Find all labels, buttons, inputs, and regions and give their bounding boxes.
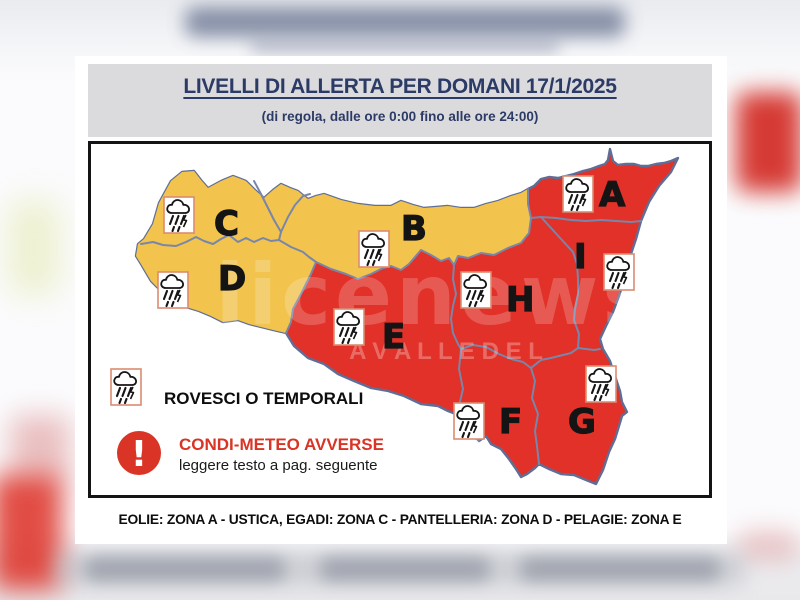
zone-label-a: A <box>599 175 626 215</box>
thunderstorm-icon-zone-c <box>163 196 195 234</box>
zone-label-f: F <box>499 402 522 442</box>
blur-left-yellow <box>8 200 60 295</box>
legend-thunderstorm-icon <box>110 368 142 406</box>
blur-left-pink <box>10 415 70 485</box>
border-c-d <box>140 234 280 247</box>
legend-adverse-title: CONDI-METEO AVVERSE <box>179 435 384 454</box>
watermark-main: licenews <box>216 246 657 344</box>
thunderstorm-icon-zone-a <box>562 175 594 213</box>
thunderstorm-icon-zone-f <box>453 402 485 440</box>
blur-right-pink <box>738 530 798 560</box>
thunderstorm-icon-zone-i <box>603 253 635 291</box>
legend-adverse-note: leggere testo a pag. seguente <box>179 457 378 474</box>
zone-label-g: G <box>568 402 596 442</box>
border-b-south <box>315 188 532 280</box>
border-e-h <box>450 264 462 350</box>
border-d-e <box>285 261 317 334</box>
thunderstorm-icon-zone-d <box>157 271 189 309</box>
page-title: LIVELLI DI ALLERTA PER DOMANI 17/1/2025 <box>183 75 617 98</box>
zone-label-c: C <box>214 204 239 244</box>
border-a-south <box>530 216 642 223</box>
page-subtitle: (di regola, dalle ore 0:00 fino alle ore… <box>261 109 539 124</box>
border-c-b-east <box>280 193 311 233</box>
zone-borders <box>140 180 642 465</box>
warning-icon: ! <box>117 431 161 475</box>
border-f-g <box>530 367 540 465</box>
blur-left-red <box>0 475 62 590</box>
border-i-g <box>577 347 601 351</box>
border-c-b-west <box>253 180 282 241</box>
zone-label-d: D <box>218 259 246 299</box>
blur-bottom-words-3 <box>520 557 720 581</box>
orange-zones-overlay <box>136 171 531 333</box>
thunderstorm-icon-zone-b <box>358 230 390 268</box>
thunderstorm-icon-zone-e <box>333 308 365 346</box>
map-frame: licenews A V A L L E D E L A B C D E F G… <box>88 141 712 498</box>
sicily-alert-map: licenews A V A L L E D E L A B C D E F G… <box>110 147 680 486</box>
zone-label-i: I <box>574 237 587 277</box>
blur-top-title <box>185 7 625 37</box>
blur-bottom-words-2 <box>320 557 490 581</box>
border-h-g <box>530 347 579 369</box>
border-f-h <box>460 344 532 369</box>
thunderstorm-icon-zone-h <box>460 271 492 309</box>
blur-bottom-band <box>55 552 745 586</box>
header-band: LIVELLI DI ALLERTA PER DOMANI 17/1/2025 … <box>88 64 712 137</box>
border-d-b <box>278 239 317 263</box>
blur-right-red <box>736 92 800 192</box>
thunderstorm-icon-zone-g <box>585 365 617 403</box>
border-h-i <box>540 216 580 349</box>
islands-note: EOLIE: ZONA A - USTICA, EGADI: ZONA C - … <box>118 512 682 527</box>
zone-label-e: E <box>382 317 405 357</box>
zone-label-b: B <box>401 209 427 249</box>
watermark-sub: A V A L L E D E L <box>349 338 543 365</box>
blur-bottom-words-1 <box>85 557 285 581</box>
exclamation-glyph: ! <box>131 434 147 475</box>
blur-top-subtitle <box>250 40 560 52</box>
zone-label-h: H <box>506 280 534 320</box>
legend-storm-label: ROVESCI O TEMPORALI <box>164 389 363 408</box>
